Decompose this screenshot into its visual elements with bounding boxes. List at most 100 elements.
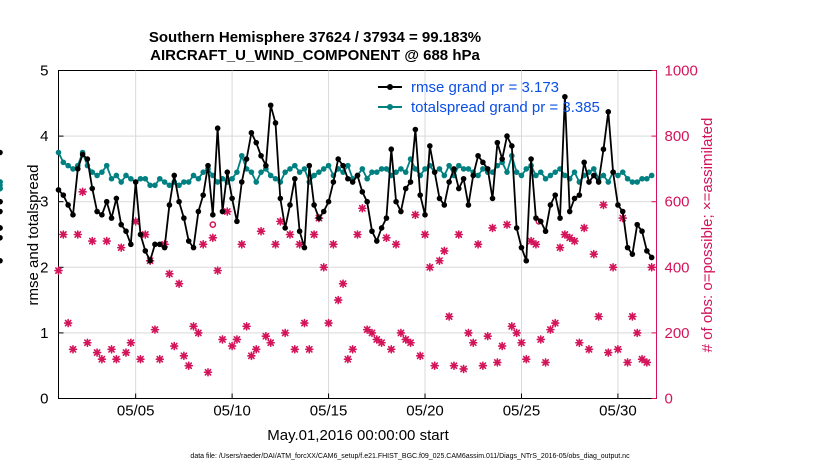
rmse-point bbox=[470, 172, 477, 179]
rmse-point bbox=[369, 228, 375, 235]
totalspread-point bbox=[465, 166, 472, 172]
obs-assimilated-point bbox=[121, 348, 131, 357]
rmse-point bbox=[161, 244, 168, 251]
totalspread-point bbox=[108, 175, 115, 182]
rmse-point bbox=[504, 133, 510, 139]
obs-assimilated-marker bbox=[107, 345, 116, 354]
rmse-point bbox=[234, 218, 240, 225]
obs-assimilated-marker bbox=[575, 338, 584, 348]
obs-assimilated-point bbox=[353, 230, 362, 239]
rmse-point bbox=[79, 151, 86, 158]
obs-assimilated-point bbox=[329, 240, 338, 249]
obs-assimilated-point bbox=[594, 312, 603, 321]
obs-assimilated-point bbox=[194, 328, 203, 338]
obs-assimilated-marker bbox=[526, 236, 536, 246]
obs-assimilated-marker bbox=[247, 351, 256, 361]
obs-assimilated-point bbox=[497, 341, 507, 351]
obs-assimilated-point bbox=[526, 236, 536, 246]
totalspread-point bbox=[455, 162, 462, 169]
obs-assimilated-marker bbox=[647, 263, 656, 272]
rmse-point bbox=[224, 169, 231, 175]
totalspread-point bbox=[152, 182, 158, 189]
x-tick-label: 05/05 bbox=[117, 403, 155, 420]
rmse-point bbox=[595, 179, 602, 185]
obs-assimilated-point bbox=[478, 361, 488, 370]
rmse-point bbox=[292, 175, 298, 182]
totalspread-point bbox=[238, 152, 245, 159]
totalspread-point bbox=[364, 175, 370, 182]
rmse-point bbox=[586, 179, 592, 185]
y-right-tick-label: 0 bbox=[665, 391, 673, 408]
obs-assimilated-marker bbox=[333, 295, 343, 305]
rmse-point bbox=[600, 146, 607, 153]
obs-assimilated-point bbox=[637, 354, 647, 364]
rmse-point bbox=[499, 156, 505, 162]
chart-title: Southern Hemisphere 37624 / 37934 = 99.1… bbox=[149, 29, 481, 46]
x-axis-label: May.01,2016 00:00:00 start bbox=[267, 427, 449, 444]
x-tick-label: 05/15 bbox=[310, 403, 348, 420]
rmse-point bbox=[70, 212, 76, 218]
obs-assimilated-point bbox=[155, 354, 165, 364]
obs-assimilated-point bbox=[304, 345, 314, 354]
rmse-point bbox=[74, 166, 81, 172]
rmse-point bbox=[566, 208, 573, 215]
obs-assimilated-marker bbox=[54, 266, 63, 275]
obs-assimilated-point bbox=[430, 361, 439, 370]
rmse-point bbox=[277, 195, 284, 202]
rmse-point bbox=[0, 208, 3, 215]
totalspread-point bbox=[296, 169, 303, 175]
obs-assimilated-marker bbox=[362, 325, 372, 334]
obs-assimilated-point bbox=[280, 328, 290, 338]
obs-assimilated-point bbox=[141, 230, 150, 239]
rmse-point bbox=[301, 244, 308, 251]
obs-assimilated-point bbox=[165, 269, 174, 279]
totalspread-point bbox=[113, 172, 120, 179]
rmse-point bbox=[639, 228, 645, 235]
obs-assimilated-marker bbox=[459, 364, 468, 374]
obs-assimilated-marker bbox=[280, 328, 290, 338]
totalspread-point bbox=[373, 169, 380, 175]
rmse-point bbox=[0, 198, 3, 205]
obs-assimilated-marker bbox=[546, 325, 555, 334]
x-tick-label: 05/25 bbox=[503, 403, 541, 420]
totalspread-point bbox=[446, 162, 452, 169]
obs-assimilated-marker bbox=[83, 338, 92, 348]
x-tick-label: 05/10 bbox=[213, 403, 251, 420]
obs-assimilated-point bbox=[647, 263, 656, 272]
obs-assimilated-marker bbox=[174, 279, 184, 288]
obs-assimilated-point bbox=[396, 328, 406, 338]
rmse-point bbox=[229, 195, 235, 202]
obs-assimilated-point bbox=[372, 335, 382, 344]
obs-assimilated-marker bbox=[555, 243, 565, 252]
rmse-point bbox=[581, 159, 587, 166]
obs-assimilated-point bbox=[493, 358, 502, 367]
rmse-point bbox=[282, 225, 288, 231]
rmse-point bbox=[181, 215, 187, 221]
grid bbox=[58, 70, 657, 399]
rmse-point bbox=[412, 126, 419, 133]
obs-assimilated-point bbox=[406, 338, 415, 348]
obs-assimilated-marker bbox=[440, 246, 449, 256]
obs-assimilated-marker bbox=[165, 269, 174, 279]
rmse-point bbox=[311, 202, 317, 208]
totalspread-point bbox=[460, 166, 467, 172]
rmse-point bbox=[619, 208, 626, 215]
rmse-point bbox=[571, 195, 578, 202]
obs-assimilated-point bbox=[628, 312, 637, 321]
obs-possible-point bbox=[209, 221, 217, 229]
data-file-footnote: data file: /Users/raeder/DAI/ATM_forcXX/… bbox=[190, 453, 630, 460]
rmse-point bbox=[354, 172, 361, 179]
rmse-point bbox=[591, 172, 597, 179]
y-tick-label: 0 bbox=[40, 391, 48, 408]
rmse-point bbox=[123, 228, 129, 235]
rmse-point bbox=[335, 156, 342, 162]
rmse-point bbox=[103, 198, 110, 205]
obs-assimilated-marker bbox=[512, 328, 521, 338]
obs-assimilated-marker bbox=[121, 348, 131, 357]
totalspread-point bbox=[234, 169, 240, 175]
rmse-point bbox=[258, 152, 264, 159]
obs-assimilated-point bbox=[333, 295, 343, 305]
obs-assimilated-point bbox=[174, 279, 184, 288]
rmse-point bbox=[465, 202, 472, 208]
rmse-point bbox=[84, 156, 91, 162]
